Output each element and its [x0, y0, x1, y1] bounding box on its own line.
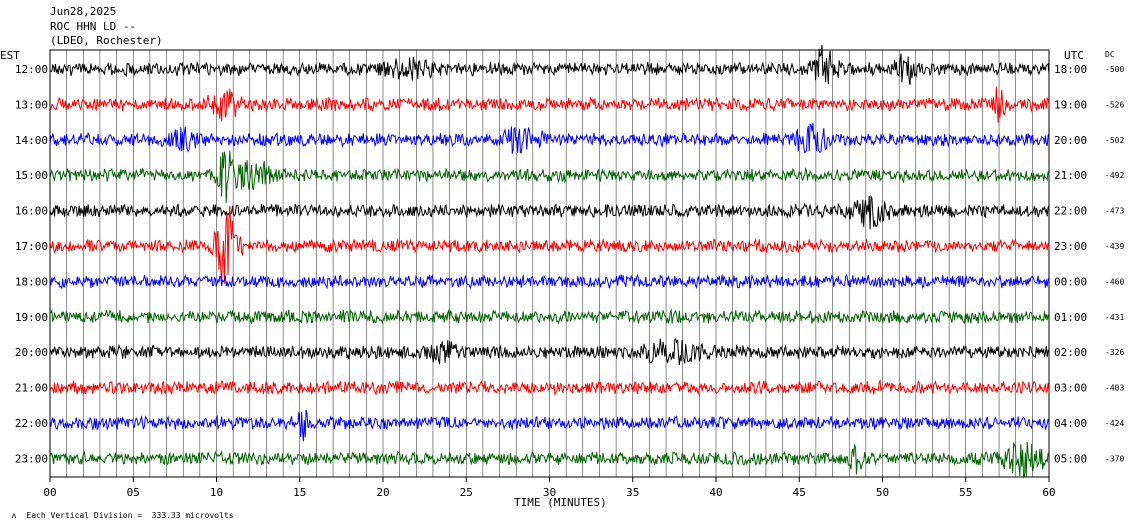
chart-date: Jun28,2025 — [50, 5, 117, 18]
x-axis-title: TIME (MINUTES) — [514, 496, 607, 509]
dc-offset-label: -439 — [1105, 242, 1124, 251]
est-hour-label: 18:00 — [15, 275, 48, 288]
utc-hour-label: 02:00 — [1054, 346, 1087, 359]
x-tick-label: 10 — [210, 486, 223, 499]
utc-hour-label: 19:00 — [1054, 98, 1087, 111]
utc-hour-label: 22:00 — [1054, 205, 1087, 218]
dc-offset-label: -526 — [1105, 100, 1124, 109]
trace-1400 — [49, 122, 1050, 154]
dc-offset-label: -492 — [1105, 171, 1124, 180]
axis-labels: 00 05 10 15 20 25 30 35 40 45 50 55 60 12:00 18:00 -500… — [15, 63, 1125, 499]
x-tick-label: 05 — [127, 486, 140, 499]
dc-offset-label: -431 — [1105, 313, 1124, 322]
est-hour-label: 14:00 — [15, 134, 48, 147]
x-tick-label: 20 — [376, 486, 389, 499]
utc-hour-label: 00:00 — [1054, 275, 1087, 288]
x-tick-label: 60 — [1042, 486, 1055, 499]
est-hour-label: 20:00 — [15, 346, 48, 359]
x-tick-label: 55 — [959, 486, 972, 499]
est-hour-label: 17:00 — [15, 240, 48, 253]
utc-hour-label: 21:00 — [1054, 169, 1087, 182]
utc-hour-label: 04:00 — [1054, 417, 1087, 430]
chart-station: ROC HHN LD -- — [50, 20, 137, 33]
x-tick-label: 25 — [460, 486, 473, 499]
left-timezone-label: EST — [0, 49, 20, 62]
right-timezone-label: UTC — [1064, 49, 1084, 62]
dc-offset-label: -403 — [1105, 384, 1124, 393]
scale-note: ᴧ Each Vertical Division = 333.33 microvo… — [2, 502, 234, 520]
x-tick-label: 00 — [43, 486, 56, 499]
seismic-traces — [49, 44, 1050, 479]
trace-1900 — [49, 308, 1050, 325]
utc-hour-label: 03:00 — [1054, 382, 1087, 395]
dc-offset-label: -460 — [1105, 277, 1124, 286]
utc-hour-label: 05:00 — [1054, 452, 1087, 465]
chart-network: (LDEO, Rochester) — [50, 34, 163, 47]
x-tick-label: 30 — [543, 486, 556, 499]
est-hour-label: 16:00 — [15, 205, 48, 218]
dc-label: DC — [1105, 50, 1115, 59]
trace-2100 — [49, 379, 1050, 397]
utc-hour-label: 20:00 — [1054, 134, 1087, 147]
plot-grid — [49, 49, 1050, 478]
est-hour-label: 15:00 — [15, 169, 48, 182]
scale-note-text: Each Vertical Division = 333.33 microvol… — [26, 511, 234, 520]
est-hour-label: 13:00 — [15, 98, 48, 111]
utc-hour-label: 01:00 — [1054, 311, 1087, 324]
x-tick-label: 15 — [293, 486, 306, 499]
est-hour-label: 12:00 — [15, 63, 48, 76]
utc-hour-label: 18:00 — [1054, 63, 1087, 76]
trace-1200 — [49, 44, 1050, 85]
dc-offset-label: -500 — [1105, 65, 1124, 74]
est-hour-label: 23:00 — [15, 452, 48, 465]
trace-2200 — [49, 409, 1050, 442]
dc-offset-label: -370 — [1105, 454, 1124, 463]
x-tick-label: 40 — [709, 486, 722, 499]
trace-2300 — [49, 441, 1050, 479]
trace-2000 — [49, 338, 1050, 365]
x-tick-label: 45 — [793, 486, 806, 499]
dc-offset-label: -326 — [1105, 348, 1124, 357]
x-tick-label: 35 — [626, 486, 639, 499]
trace-1300 — [49, 86, 1050, 123]
trace-1700 — [49, 205, 1050, 284]
dc-offset-label: -473 — [1105, 207, 1124, 216]
utc-hour-label: 23:00 — [1054, 240, 1087, 253]
dc-offset-label: -502 — [1105, 136, 1124, 145]
trace-1600 — [49, 194, 1050, 230]
est-hour-label: 22:00 — [15, 417, 48, 430]
trace-1500 — [49, 150, 1050, 203]
est-hour-label: 19:00 — [15, 311, 48, 324]
est-hour-label: 21:00 — [15, 382, 48, 395]
scale-icon: ᴧ — [11, 511, 17, 520]
dc-offset-label: -424 — [1105, 419, 1124, 428]
trace-1800 — [49, 273, 1050, 290]
x-tick-label: 50 — [876, 486, 889, 499]
